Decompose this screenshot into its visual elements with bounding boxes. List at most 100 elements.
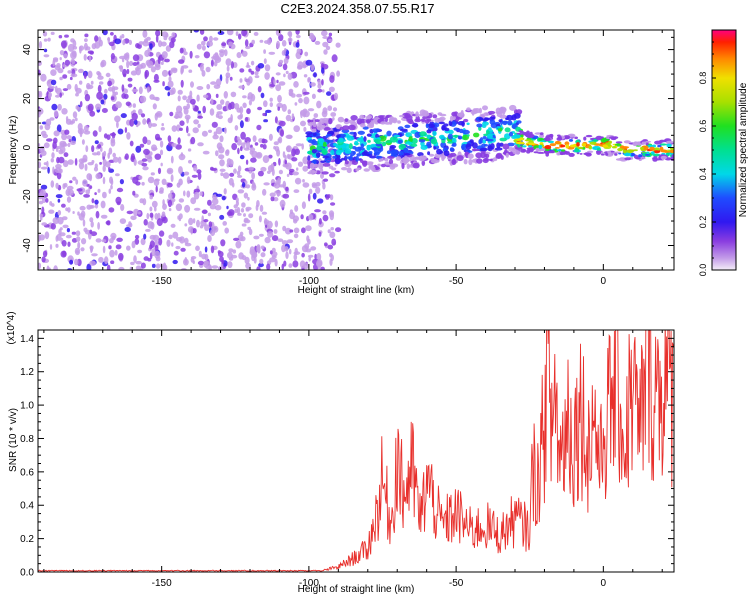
heatmap-cell [325, 135, 329, 138]
heatmap-cell [538, 137, 544, 141]
heatmap-cell [377, 163, 381, 167]
heatmap-cell [112, 156, 119, 163]
heatmap-cell [78, 68, 84, 74]
heatmap-cell [281, 263, 285, 270]
heatmap-cell [105, 220, 111, 225]
heatmap-cell [176, 105, 183, 114]
heatmap-cell [199, 191, 203, 196]
heatmap-cell [247, 196, 250, 201]
heatmap-cell [517, 141, 525, 145]
heatmap-cell [215, 93, 219, 98]
heatmap-cell [284, 246, 289, 252]
heatmap-cell [248, 213, 254, 219]
heatmap-cell [241, 182, 246, 188]
heatmap-cell [190, 98, 196, 105]
heatmap-cell [38, 234, 42, 242]
heatmap-cell [524, 139, 532, 142]
heatmap-cell [59, 145, 66, 154]
heatmap-cell [507, 120, 513, 126]
heatmap-cell [660, 155, 667, 160]
heatmap-cell [492, 157, 498, 162]
heatmap-cell [307, 155, 311, 162]
heatmap-cell [560, 149, 566, 152]
heatmap-cell [492, 116, 496, 120]
heatmap-cell [327, 139, 334, 143]
heatmap-cell [326, 157, 332, 161]
heatmap-cell [154, 206, 157, 212]
heatmap-cell [186, 125, 189, 134]
heatmap-cell [630, 152, 635, 157]
heatmap-cell [330, 202, 336, 206]
heatmap-cell [134, 234, 140, 240]
heatmap-cell [204, 224, 210, 232]
heatmap-cell [119, 218, 127, 225]
heatmap-cell [465, 143, 472, 150]
heatmap-cell [269, 102, 273, 108]
heatmap-cell [41, 256, 46, 263]
heatmap-cell [502, 121, 508, 126]
heatmap-cell [142, 118, 147, 125]
heatmap-cell [241, 30, 248, 37]
heatmap-x-axis-label: Height of straight line (km) [298, 285, 415, 296]
heatmap-cell [121, 93, 127, 99]
heatmap-cell [427, 151, 431, 156]
heatmap-cell [544, 145, 552, 150]
heatmap-cell [201, 45, 206, 51]
heatmap-cell [132, 190, 136, 196]
heatmap-cell [470, 110, 475, 114]
heatmap-cell [352, 151, 356, 155]
heatmap-cell [137, 211, 141, 215]
heatmap-cell [284, 159, 287, 165]
heatmap-cell [233, 168, 237, 174]
heatmap-cell [100, 99, 105, 105]
heatmap-cell [468, 158, 473, 166]
heatmap-cell [65, 116, 69, 122]
heatmap-cell [320, 173, 324, 179]
heatmap-cell [150, 221, 155, 230]
heatmap-cell [245, 206, 252, 211]
heatmap-cell [124, 227, 131, 232]
heatmap-cell [228, 102, 232, 111]
heatmap-cell [142, 166, 149, 171]
heatmap-cell [186, 176, 191, 185]
heatmap-cell [386, 130, 392, 137]
heatmap-cell [207, 212, 211, 217]
heatmap-cell [380, 121, 386, 125]
heatmap-cell [649, 146, 655, 151]
heatmap-cell [236, 207, 241, 215]
heatmap-cell [321, 30, 328, 37]
heatmap-cell [363, 168, 370, 172]
heatmap-cell [314, 119, 320, 123]
heatmap-cell [71, 231, 77, 235]
heatmap-cell [157, 56, 161, 65]
heatmap-cell [285, 134, 293, 139]
heatmap-cell [252, 180, 255, 189]
heatmap-cell [211, 198, 219, 205]
heatmap-cell [486, 133, 493, 139]
heatmap-cell [528, 142, 536, 145]
heatmap-cell [257, 248, 261, 254]
heatmap-cell [321, 79, 324, 86]
heatmap-cell [357, 130, 365, 135]
heatmap-cell [316, 253, 322, 261]
heatmap-cell [301, 201, 306, 209]
heatmap-cell [381, 141, 387, 147]
heatmap-cell [151, 263, 156, 268]
heatmap-cell [138, 41, 144, 45]
heatmap-cell [116, 201, 121, 206]
heatmap-cell [102, 191, 107, 199]
heatmap-cell [401, 157, 407, 162]
heatmap-cell [263, 119, 268, 123]
heatmap-cell [118, 252, 124, 261]
heatmap-cell [454, 134, 458, 139]
heatmap-cell [404, 153, 411, 156]
heatmap-cell [388, 158, 394, 165]
heatmap-cell [80, 210, 86, 218]
heatmap-cell [234, 103, 240, 110]
heatmap-cell [154, 244, 159, 252]
heatmap-cell [505, 114, 514, 121]
heatmap-cell [499, 137, 508, 142]
heatmap-cell [451, 144, 455, 147]
heatmap-cell [205, 66, 211, 73]
heatmap-cell [654, 140, 662, 145]
